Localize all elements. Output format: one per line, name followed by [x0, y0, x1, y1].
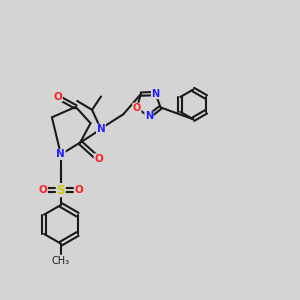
- Text: N: N: [152, 88, 160, 99]
- Text: S: S: [57, 184, 65, 196]
- Text: O: O: [74, 185, 83, 195]
- Text: N: N: [56, 149, 65, 160]
- Text: O: O: [94, 154, 103, 164]
- Text: N: N: [97, 124, 105, 134]
- Text: N: N: [145, 111, 153, 122]
- Text: CH₃: CH₃: [52, 256, 70, 266]
- Text: O: O: [133, 103, 141, 113]
- Text: O: O: [53, 92, 62, 101]
- Text: O: O: [39, 185, 47, 195]
